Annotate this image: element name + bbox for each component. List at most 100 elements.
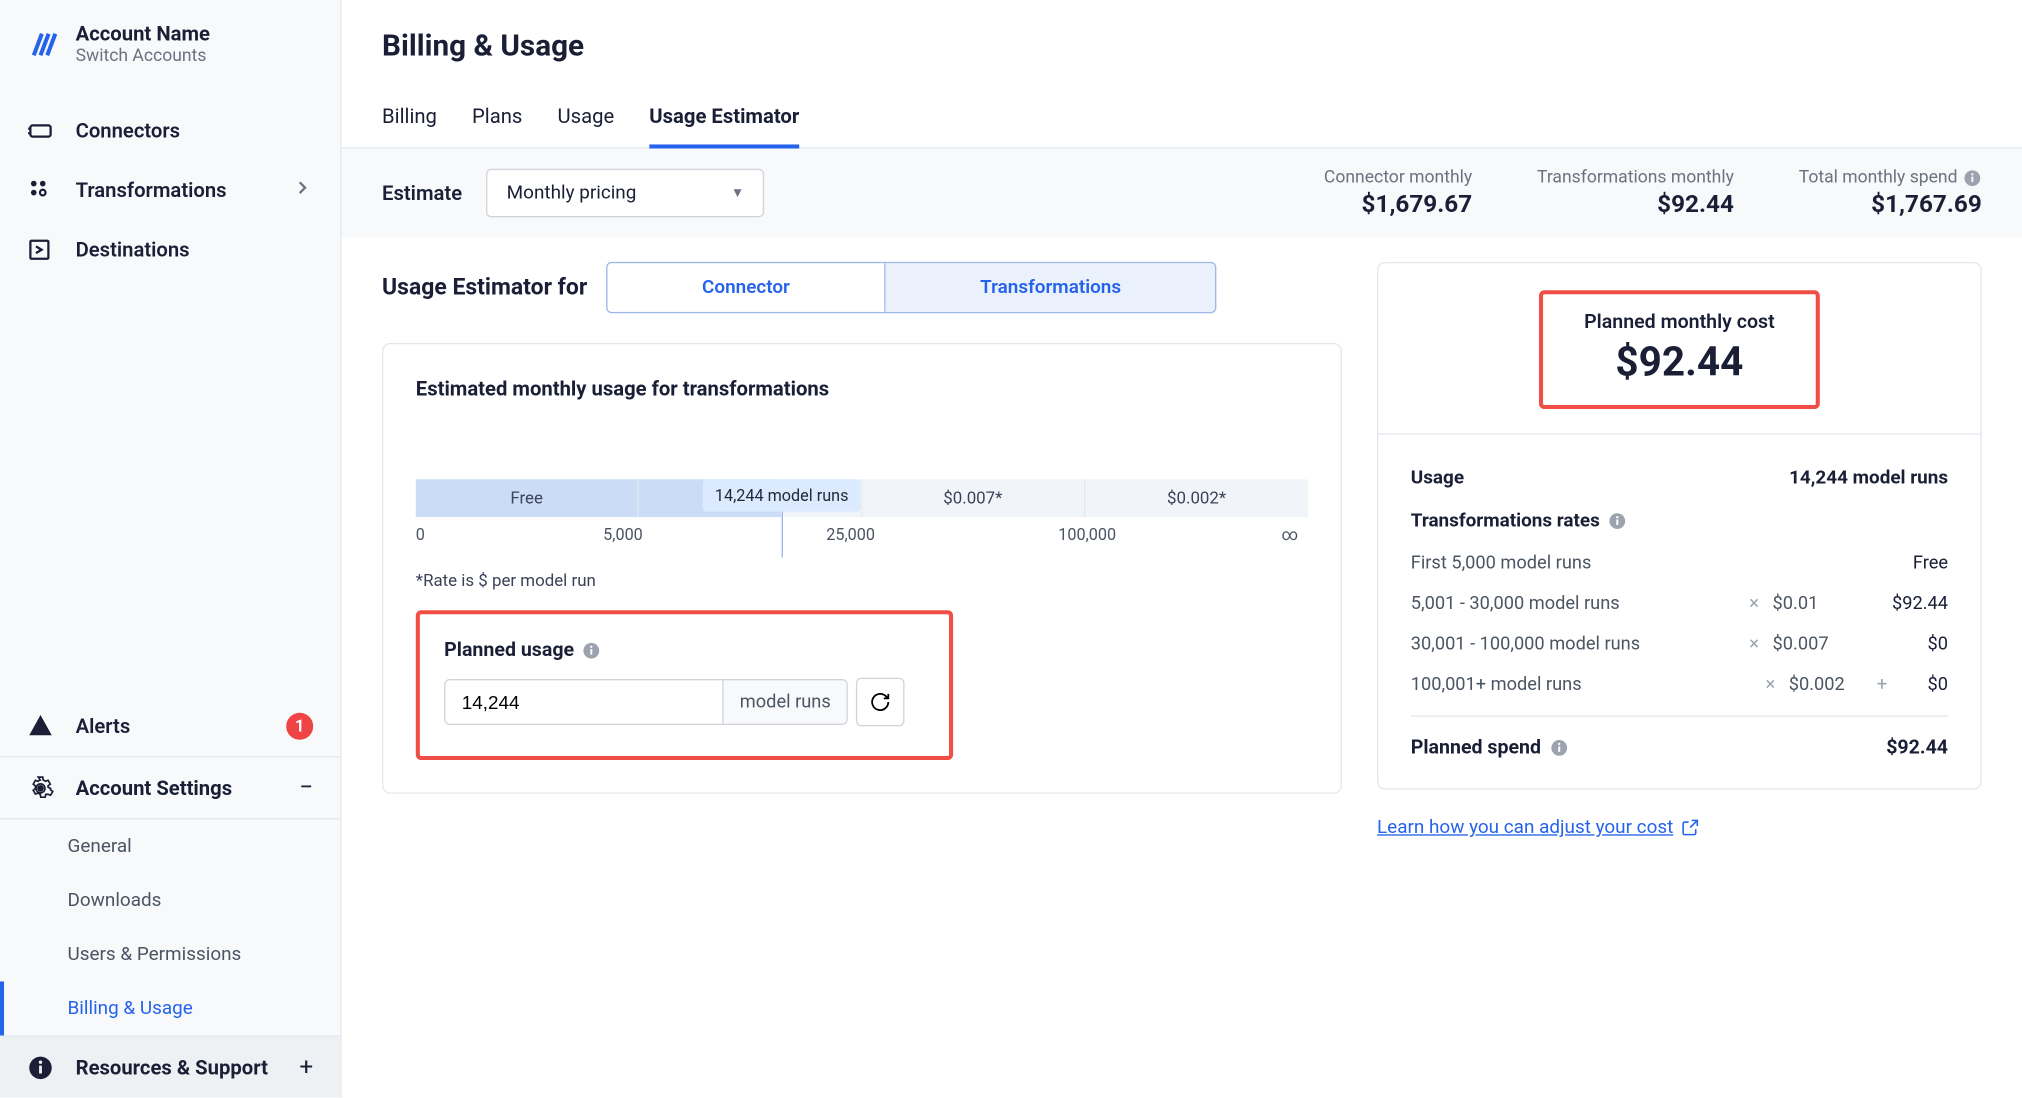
estimator-toggle: Connector Transformations xyxy=(606,262,1217,313)
info-icon xyxy=(1549,738,1568,757)
plus-icon: + xyxy=(299,1053,313,1081)
metric-value: $92.44 xyxy=(1537,190,1734,218)
rate-note: *Rate is $ per model run xyxy=(416,571,1308,591)
metric-label: Total monthly spend xyxy=(1799,167,1958,187)
sidebar-item-destinations[interactable]: Destinations xyxy=(0,220,340,279)
learn-link-label: Learn how you can adjust your cost xyxy=(1377,817,1673,839)
planned-usage-unit: model runs xyxy=(722,680,847,723)
external-link-icon xyxy=(1681,818,1700,837)
transformations-icon xyxy=(27,177,54,204)
estimate-select[interactable]: Monthly pricing ▼ xyxy=(486,169,764,218)
account-name: Account Name xyxy=(76,22,210,46)
estimate-bar: Estimate Monthly pricing ▼ Connector mon… xyxy=(342,149,2022,238)
metric-connector: Connector monthly $1,679.67 xyxy=(1283,167,1472,218)
multiply-icon: × xyxy=(1766,674,1776,696)
sidebar-subitem-general[interactable]: General xyxy=(0,819,340,873)
axis-tick: 100,000 xyxy=(1058,525,1281,544)
sidebar-item-label: Destinations xyxy=(76,238,314,262)
rate-tier: 30,001 - 100,000 model runs xyxy=(1411,633,1736,655)
rate-amount: Free xyxy=(1854,552,1949,574)
sidebar-item-label: Connectors xyxy=(76,119,314,143)
info-icon xyxy=(582,641,601,660)
metric-value: $1,767.69 xyxy=(1799,190,1982,218)
rate-row: First 5,000 model runs Free xyxy=(1411,543,1948,584)
cost-card: Planned monthly cost $92.44 Usage 14,244… xyxy=(1377,262,1982,790)
sidebar-subitem-users[interactable]: Users & Permissions xyxy=(0,927,340,981)
axis-tick: 25,000 xyxy=(826,525,1058,544)
rate-tier: 5,001 - 30,000 model runs xyxy=(1411,593,1736,615)
sidebar-subitem-downloads[interactable]: Downloads xyxy=(0,873,340,927)
planned-usage-box: Planned usage model runs xyxy=(416,610,953,760)
plus-icon: + xyxy=(1870,674,1894,696)
usage-pointer xyxy=(782,512,783,558)
collapse-icon: − xyxy=(299,774,313,802)
alert-icon xyxy=(27,713,54,740)
caret-down-icon: ▼ xyxy=(731,186,744,201)
estimator-label: Usage Estimator for xyxy=(382,274,587,301)
info-icon xyxy=(27,1054,54,1081)
destinations-icon xyxy=(27,236,54,263)
tab-usage[interactable]: Usage xyxy=(557,88,614,147)
rate-value: $0.01 xyxy=(1773,593,1854,615)
main-content: Billing & Usage Billing Plans Usage Usag… xyxy=(342,0,2022,1098)
metric-value: $1,679.67 xyxy=(1324,190,1472,218)
spend-label: Planned spend xyxy=(1411,736,1541,759)
toggle-connector[interactable]: Connector xyxy=(608,263,886,312)
sidebar-item-account-settings[interactable]: Account Settings − xyxy=(0,757,340,819)
sidebar-item-alerts[interactable]: Alerts 1 xyxy=(0,697,340,758)
planned-usage-input[interactable] xyxy=(446,680,723,723)
multiply-icon: × xyxy=(1749,593,1759,615)
rate-tier: First 5,000 model runs xyxy=(1411,552,1854,574)
tier-2: $0.007* xyxy=(862,479,1085,517)
metric-label: Transformations monthly xyxy=(1537,167,1734,187)
tab-billing[interactable]: Billing xyxy=(382,88,437,147)
alerts-badge: 1 xyxy=(286,713,313,740)
sidebar-item-label: Account Settings xyxy=(76,776,278,800)
estimate-label: Estimate xyxy=(382,181,462,205)
tier-3: $0.002* xyxy=(1085,479,1308,517)
rate-value: $0.002 xyxy=(1789,674,1870,696)
account-header[interactable]: Account Name Switch Accounts xyxy=(0,0,340,90)
chevron-right-icon xyxy=(292,177,314,204)
switch-accounts-link[interactable]: Switch Accounts xyxy=(76,46,210,66)
rates-header-label: Transformations rates xyxy=(1411,510,1600,532)
rate-row: 30,001 - 100,000 model runs × $0.007 $0 xyxy=(1411,624,1948,665)
toggle-transformations[interactable]: Transformations xyxy=(886,263,1216,312)
gear-icon xyxy=(27,774,54,801)
tab-plans[interactable]: Plans xyxy=(472,88,522,147)
sidebar-item-resources[interactable]: Resources & Support + xyxy=(0,1035,340,1097)
usage-card-title: Estimated monthly usage for transformati… xyxy=(416,377,1308,401)
sidebar-item-connectors[interactable]: Connectors xyxy=(0,101,340,160)
axis-tick: ∞ xyxy=(1281,525,1298,544)
sidebar: Account Name Switch Accounts Connectors … xyxy=(0,0,342,1098)
sidebar-item-transformations[interactable]: Transformations xyxy=(0,161,340,220)
sidebar-item-label: Alerts xyxy=(76,714,265,738)
rate-row: 100,001+ model runs × $0.002 + $0 xyxy=(1411,664,1948,705)
refresh-button[interactable] xyxy=(856,678,905,727)
cost-usage-label: Usage xyxy=(1411,467,1464,489)
estimate-select-value: Monthly pricing xyxy=(507,182,637,204)
rate-tier: 100,001+ model runs xyxy=(1411,674,1752,696)
sidebar-subitem-billing[interactable]: Billing & Usage xyxy=(0,981,340,1035)
tabs: Billing Plans Usage Usage Estimator xyxy=(342,88,2022,149)
cost-highlight-value: $92.44 xyxy=(1584,339,1775,386)
metric-label: Connector monthly xyxy=(1324,167,1472,187)
sidebar-item-label: Transformations xyxy=(76,178,270,202)
learn-link[interactable]: Learn how you can adjust your cost xyxy=(1377,817,1700,839)
connectors-icon xyxy=(27,117,54,144)
metric-total: Total monthly spend $1,767.69 xyxy=(1758,167,1982,218)
rate-amount: $0 xyxy=(1854,633,1949,655)
tab-usage-estimator[interactable]: Usage Estimator xyxy=(649,88,799,147)
sidebar-item-label: Resources & Support xyxy=(76,1055,278,1079)
cost-highlight: Planned monthly cost $92.44 xyxy=(1540,290,1820,409)
rate-value: $0.007 xyxy=(1773,633,1854,655)
planned-usage-title: Planned usage xyxy=(444,639,574,662)
cost-usage-value: 14,244 model runs xyxy=(1789,467,1948,489)
page-title: Billing & Usage xyxy=(382,30,1982,64)
axis-tick: 0 xyxy=(416,525,603,544)
rate-row: 5,001 - 30,000 model runs × $0.01 $92.44 xyxy=(1411,583,1948,624)
usage-chart: 14,244 model runs Free $0.01* $0.007* $0… xyxy=(416,479,1308,544)
rate-amount: $0 xyxy=(1894,674,1948,696)
refresh-icon xyxy=(870,691,892,713)
rate-amount: $92.44 xyxy=(1854,593,1949,615)
